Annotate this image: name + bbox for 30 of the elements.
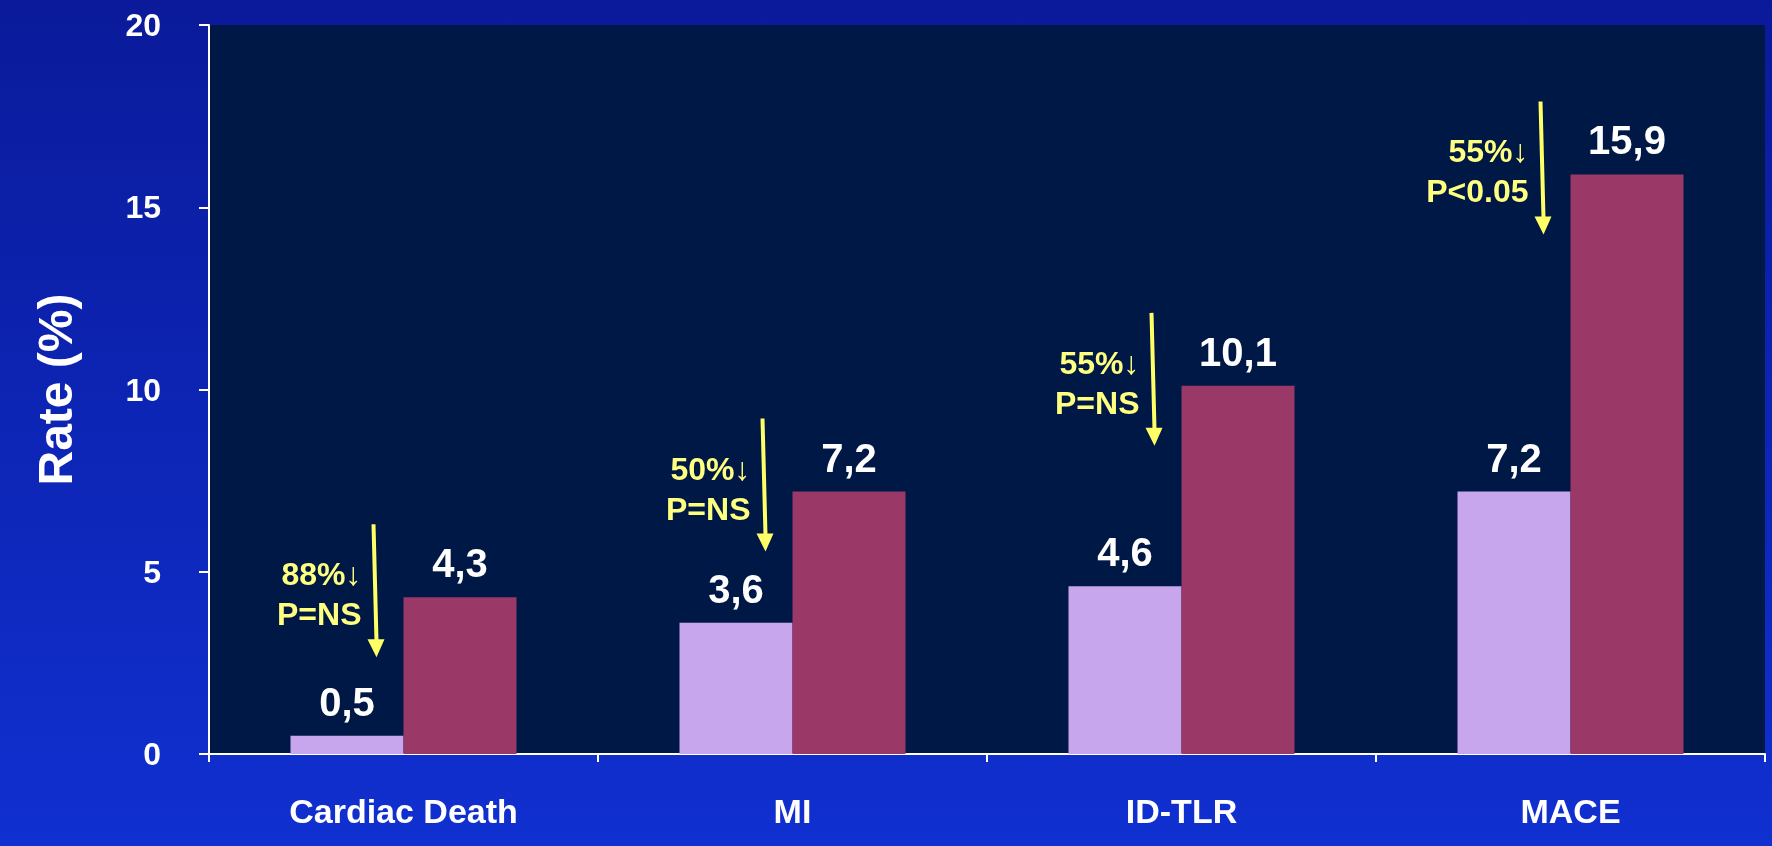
data-label: 0,5 (319, 679, 375, 724)
y-tick-label: 5 (143, 553, 161, 590)
y-tick-label: 10 (125, 371, 161, 408)
bar (1570, 174, 1684, 754)
bar (403, 597, 517, 754)
x-tick-label: MI (773, 792, 812, 830)
data-label: 7,2 (1486, 435, 1542, 480)
data-label: 3,6 (708, 566, 764, 611)
y-tick-label: 0 (143, 736, 161, 772)
y-tick-label: 20 (125, 7, 161, 43)
annotation: 55%↓ P=NS (1055, 344, 1140, 421)
annotation: 88%↓ P=NS (277, 556, 362, 633)
bar (792, 491, 906, 754)
bar (1181, 385, 1295, 754)
annotation: 50%↓ P=NS (666, 450, 751, 527)
x-tick-label: ID-TLR (1125, 792, 1238, 830)
bar (1457, 491, 1571, 754)
x-tick-label: Cardiac Death (289, 792, 518, 830)
bar (679, 622, 793, 754)
x-tick-label: MACE (1520, 792, 1621, 830)
data-label: 15,9 (1588, 118, 1666, 163)
annotation: 55%↓ P<0.05 (1426, 133, 1529, 210)
data-label: 7,2 (821, 435, 877, 480)
y-axis-title: Rate (%) (28, 293, 82, 486)
data-label: 4,6 (1097, 530, 1153, 575)
data-label: 10,1 (1199, 329, 1277, 374)
y-tick-label: 15 (125, 189, 161, 226)
data-label: 4,3 (432, 541, 488, 586)
bar (290, 735, 404, 754)
bar (1068, 586, 1182, 754)
